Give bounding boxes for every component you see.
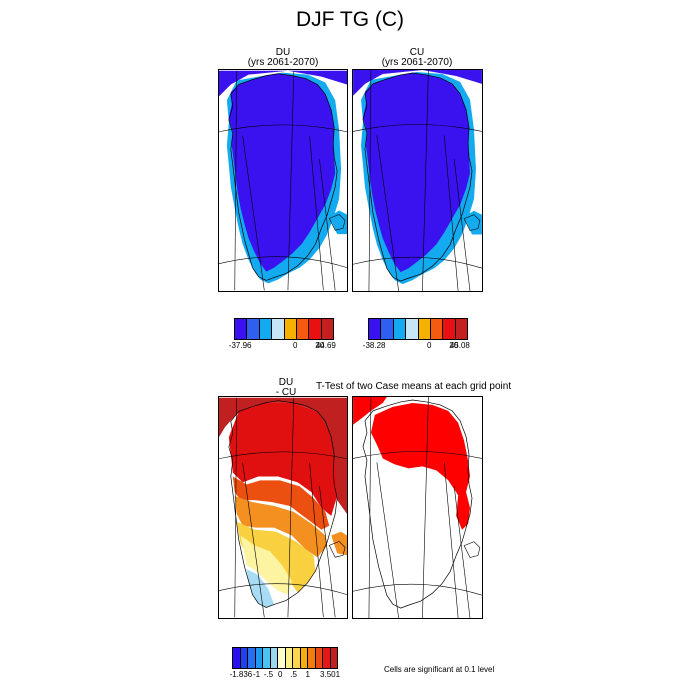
map-panel-cu (352, 69, 483, 292)
colorbar-tick-label: 45.08 (449, 341, 470, 350)
map-panel-diff (218, 396, 348, 619)
map-diff-orange (331, 531, 347, 556)
colorbar-swatch (285, 648, 293, 668)
colorbar-swatch (255, 648, 263, 668)
coastline (362, 72, 473, 282)
colorbar-swatch (240, 648, 248, 668)
colorbar-swatch (293, 648, 301, 668)
colorbar-du (234, 318, 334, 340)
map-cold-region (362, 72, 471, 273)
colorbar-tick-label: 44.69 (315, 341, 336, 350)
colorbar-swatch (330, 648, 337, 668)
colorbar-swatch (300, 648, 308, 668)
colorbar-tick-label: 20 (449, 341, 459, 350)
map-significant-region (353, 397, 387, 425)
map-diff-pale-yellow (240, 535, 292, 595)
colorbar-tick-label: 1 (305, 670, 310, 679)
colorbar-swatch (309, 319, 322, 339)
colorbar-swatch (235, 319, 248, 339)
graticule (353, 70, 482, 291)
colorbar-tick-label: 0 (278, 670, 283, 679)
panel-diff-line1: DU (278, 377, 294, 388)
map-diff-red-orange (232, 476, 330, 530)
map-significant-region (370, 402, 471, 503)
colorbar-swatch (315, 648, 323, 668)
colorbar-swatch (455, 319, 467, 339)
colorbar-swatch (369, 319, 382, 339)
map-cold-region (219, 70, 347, 97)
coastline (328, 541, 346, 558)
colorbar-tick-label: 0 (427, 341, 432, 350)
colorbar-swatch (278, 648, 286, 668)
map-cold-region (228, 73, 336, 272)
map-panel-du (218, 69, 348, 292)
map-diff-dark-red (219, 397, 347, 514)
colorbar-tick-label: -37.96 (228, 341, 252, 350)
colorbar-swatch (443, 319, 456, 339)
panel-title-diff: DU - CU (268, 378, 304, 398)
coastline (463, 214, 481, 231)
colorbar-swatch (323, 648, 331, 668)
colorbar-cu (368, 318, 468, 340)
colorbar-swatch (308, 648, 316, 668)
colorbar-swatch (321, 319, 333, 339)
colorbar-tick-label: 3.501 (320, 670, 341, 679)
panel-du-years: (yrs 2061-2070) (247, 57, 319, 68)
panel-title-ttest: T-Test of two Case means at each grid po… (316, 381, 512, 392)
colorbar-swatch (284, 319, 297, 339)
colorbar-swatch (247, 319, 260, 339)
coastline (228, 400, 338, 608)
colorbar-swatch (406, 319, 419, 339)
graticule (219, 70, 347, 291)
colorbar-swatch (248, 648, 256, 668)
graticule (353, 397, 482, 618)
significance-note: Cells are significant at 0.1 level (384, 665, 495, 674)
colorbar-tick-label: -38.28 (362, 341, 386, 350)
colorbar-swatch (263, 648, 271, 668)
map-diff-yellow (236, 521, 316, 593)
panel-diff-line2: - CU (275, 387, 297, 398)
graticule (219, 397, 347, 618)
colorbar-diff (232, 647, 338, 669)
map-diff-orange (234, 496, 328, 558)
colorbar-swatch (381, 319, 394, 339)
coastline (463, 541, 481, 558)
colorbar-swatch (393, 319, 407, 339)
map-panel-ttest (352, 396, 483, 619)
coastline (228, 73, 338, 281)
figure-title: DJF TG (C) (295, 8, 405, 31)
colorbar-tick-label: -1 (252, 670, 261, 679)
colorbar-swatch (430, 319, 444, 339)
colorbar-swatch (233, 648, 241, 668)
panel-title-cu: CU (yrs 2061-2070) (352, 48, 482, 68)
colorbar-cu-labels: -38.28 0 20 45.08 (363, 341, 470, 351)
colorbar-tick-label: -.5 (263, 670, 274, 679)
colorbar-swatch (270, 648, 278, 668)
colorbar-tick-label: -1.836 (229, 670, 253, 679)
coastline (362, 399, 473, 609)
map-significant-region (456, 492, 471, 530)
map-cold-region (353, 70, 482, 96)
colorbar-tick-label: 20 (315, 341, 325, 350)
panel-cu-years: (yrs 2061-2070) (381, 57, 453, 68)
map-diff-red (228, 402, 338, 516)
colorbar-swatch (259, 319, 273, 339)
colorbar-tick-label: .5 (290, 670, 297, 679)
panel-title-du: DU (yrs 2061-2070) (218, 48, 348, 68)
colorbar-swatch (272, 319, 285, 339)
colorbar-swatch (296, 319, 310, 339)
panel-cu-name: CU (409, 47, 425, 58)
colorbar-du-labels: -37.96 0 20 44.69 (229, 341, 336, 351)
colorbar-swatch (418, 319, 431, 339)
panel-du-name: DU (275, 47, 291, 58)
coastline (328, 214, 346, 231)
colorbar-diff-labels: -1.836 -1 -.5 0 .5 1 3.501 (229, 670, 341, 680)
colorbar-tick-label: 0 (293, 341, 298, 350)
